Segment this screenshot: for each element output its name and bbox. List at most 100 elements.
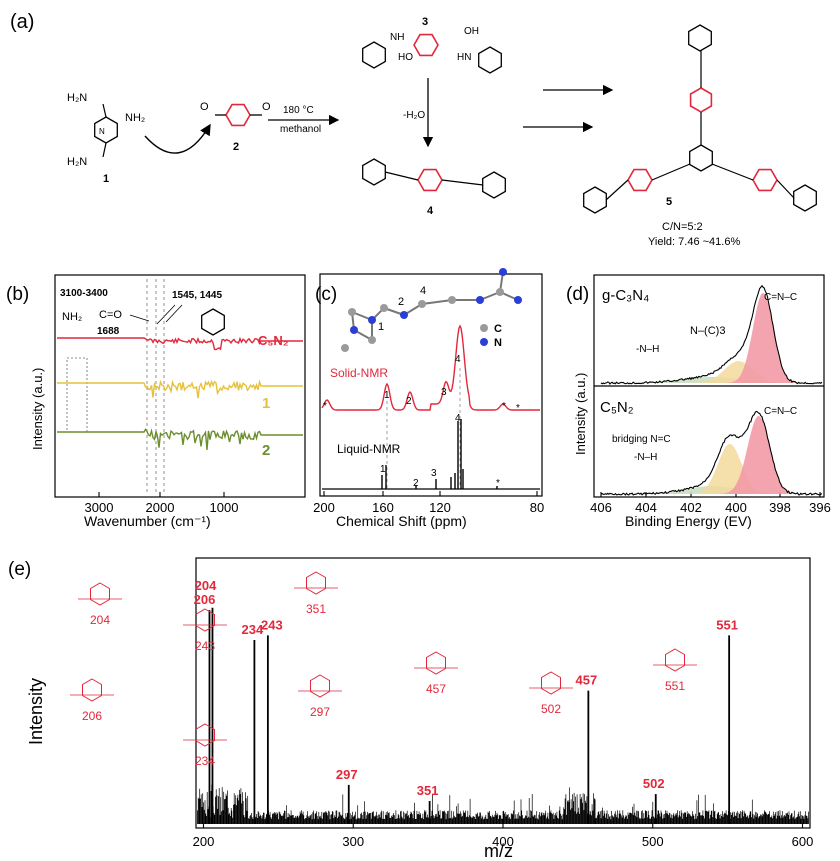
ir-spectra: [57, 336, 303, 451]
x-tick-label: 400: [492, 834, 514, 849]
svg-text:1: 1: [378, 321, 384, 333]
amine-group: NH₂: [125, 112, 145, 124]
fragment-ring-icon: [195, 723, 215, 747]
x-tick-label: 1000: [210, 500, 239, 515]
fragment-label: 457: [426, 682, 446, 696]
legend-carbon: C: [494, 323, 502, 335]
peak-label: bridging N=C: [612, 434, 671, 445]
annotation-range: 3100-3400: [60, 288, 108, 299]
intermediate-3: NH OH HO HN 3: [362, 16, 502, 74]
xps-main-peak: [601, 416, 823, 494]
x-axis-label: Binding Energy (EV): [625, 513, 752, 529]
x-tick-label: 160: [372, 500, 394, 515]
ir-spectrum-line: [57, 336, 303, 351]
fragment-ring-icon: [82, 678, 102, 702]
annotation-nh2: NH₂: [62, 311, 82, 323]
fragment-structures: 204 243 351 206 234 297 457 502 551: [70, 571, 697, 768]
svg-text:HO: HO: [398, 52, 413, 63]
compound-label-5: 5: [666, 196, 672, 208]
ms-peak-label: 234: [242, 622, 264, 637]
panel-a: (a) N H₂N NH₂ H₂N 1 O O 2 180 °C methano…: [10, 11, 817, 248]
x-ticks: 3000 2000 1000: [85, 492, 239, 515]
svg-text:N: N: [99, 127, 105, 136]
x-tick-label: 120: [429, 500, 451, 515]
reaction-temperature: 180 °C: [283, 105, 314, 116]
x-tick-label: 396: [809, 500, 831, 515]
triazine-icon: [201, 308, 225, 336]
reaction-arrow: 180 °C methanol: [268, 105, 340, 135]
ms-peak-label: 502: [643, 776, 665, 791]
ms-peak-label: 297: [336, 767, 358, 782]
compound-label-2: 2: [233, 141, 239, 153]
ms-peak-label: 243: [261, 617, 283, 632]
x-tick-label: 404: [635, 500, 657, 515]
fragment-label: 351: [306, 602, 326, 616]
svg-text:*: *: [516, 403, 520, 414]
xps-secondary-peak: [601, 361, 823, 383]
x-axis-label: Chemical Shift (ppm): [336, 513, 467, 529]
svg-text:HN: HN: [457, 52, 471, 63]
ms-peak-label: 551: [716, 617, 738, 632]
y-axis-label: Intensity (a.u.): [30, 368, 45, 450]
molecule-model-icon: 1 2 4 C N: [341, 268, 522, 352]
peak-label: -N–H: [636, 344, 659, 355]
product-5: 5 C/N=5:2 Yield: 7.46 ~41.6%: [583, 24, 817, 248]
ms-baseline: [197, 784, 809, 824]
panel-d: (d) Intensity (a.u.) Binding Energy (EV)…: [566, 274, 831, 529]
series-label-1: 1: [262, 395, 270, 412]
svg-text:2: 2: [398, 296, 404, 308]
nmr-spectra: [321, 324, 540, 490]
svg-text:4: 4: [455, 413, 461, 424]
svg-text:*: *: [502, 401, 506, 412]
panel-label-b: (b): [6, 284, 29, 305]
solid-nmr-line: [321, 324, 540, 411]
fragment-label: 243: [195, 639, 215, 653]
x-tick-label: 3000: [85, 500, 114, 515]
x-axis-label: m/z: [484, 841, 513, 861]
fragment-ring-icon: [90, 582, 110, 606]
ir-spectrum-line: [57, 428, 303, 451]
xps-secondary-peak: [601, 444, 823, 494]
svg-text:4: 4: [455, 354, 461, 365]
fragment-ring-icon: [426, 651, 446, 675]
svg-text:OH: OH: [464, 26, 479, 37]
ms-peak-label: 204: [195, 578, 217, 593]
peak-label: C=N–C: [764, 406, 797, 417]
x-ticks: 200 160 120 80: [313, 491, 544, 515]
x-ticks: 406 404 402 400 398 396: [590, 492, 831, 515]
fragment-ring-icon: [310, 674, 330, 698]
fragment-structure-206: 206: [70, 678, 114, 723]
svg-text:4: 4: [420, 285, 426, 297]
fragment-structure-204: 204: [78, 582, 122, 627]
fragment-label: 551: [665, 679, 685, 693]
ms-peak-label: 351: [417, 783, 439, 798]
fragment-structure-234: 234: [183, 723, 227, 768]
legend-nitrogen: N: [494, 337, 502, 349]
amine-group: H₂N: [67, 156, 87, 168]
panel-label-c: (c): [315, 284, 337, 305]
fragment-label: 204: [90, 613, 110, 627]
annotation-triazine: 1545, 1445: [172, 290, 222, 301]
x-tick-label: 300: [342, 834, 364, 849]
x-axis-label: Wavenumber (cm⁻¹): [84, 513, 211, 529]
series-label-2: 2: [262, 442, 270, 459]
svg-text:O: O: [200, 101, 209, 113]
x-tick-label: 402: [680, 500, 702, 515]
panel-label-d: (d): [566, 284, 589, 305]
svg-text:1: 1: [384, 390, 390, 401]
fragment-ring-icon: [195, 608, 215, 632]
fragment-ring-icon: [541, 671, 561, 695]
reaction-solvent: methanol: [280, 124, 321, 135]
product-yield: Yield: 7.46 ~41.6%: [648, 236, 740, 248]
fragment-label: 234: [195, 754, 215, 768]
panel-label-a: (a): [10, 11, 34, 33]
nmr-peak-labels: * 1 2 3 4 * * 4 1 2 3 *: [323, 354, 520, 489]
peak-label: C=N–C: [764, 292, 797, 303]
xps-main-peak: [601, 293, 823, 383]
xps-envelope: [600, 284, 823, 385]
x-tick-label: 600: [792, 834, 814, 849]
x-tick-label: 500: [642, 834, 664, 849]
xps-spectra: [600, 284, 823, 496]
